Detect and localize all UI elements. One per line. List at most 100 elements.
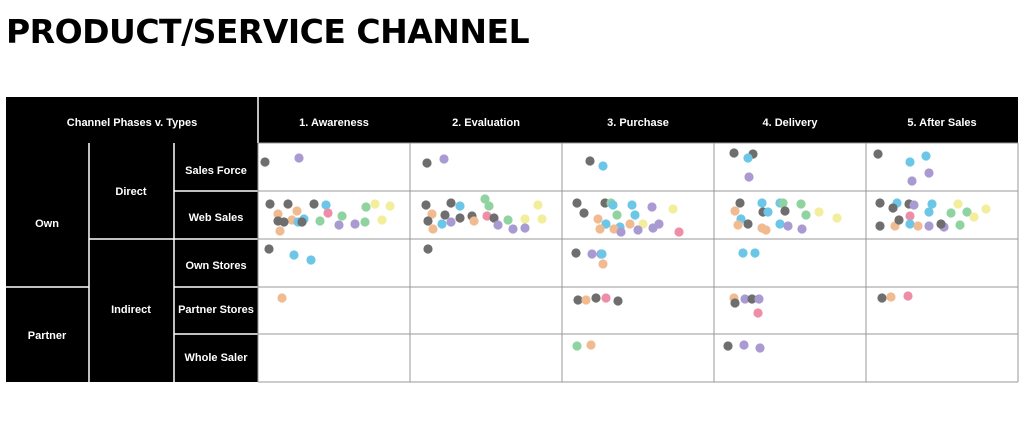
dot-yellow	[385, 201, 395, 211]
dot-purple	[647, 202, 657, 212]
mode-label-direct: Direct	[115, 186, 147, 198]
dot-orange	[595, 224, 605, 234]
dot-purple	[907, 176, 917, 186]
dot-gray	[730, 298, 740, 308]
dot-purple	[439, 154, 449, 164]
owner-label-partner: Partner	[28, 330, 67, 342]
dot-yellow	[953, 199, 963, 209]
dot-gray	[423, 244, 433, 254]
dot-green	[572, 341, 582, 351]
dot-blue	[597, 249, 607, 259]
dot-gray	[573, 295, 583, 305]
dot-purple	[520, 223, 530, 233]
dot-green	[503, 215, 513, 225]
dot-purple	[744, 172, 754, 182]
dot-purple	[587, 249, 597, 259]
dot-orange	[428, 224, 438, 234]
dot-purple	[654, 219, 664, 229]
dot-purple	[924, 168, 934, 178]
dot-blue	[927, 199, 937, 209]
dot-blue	[757, 198, 767, 208]
type-block	[174, 143, 258, 382]
dot-pink	[903, 291, 913, 301]
dot-pink	[753, 308, 763, 318]
dot-gray	[591, 293, 601, 303]
dot-green	[315, 216, 325, 226]
dot-blue	[289, 250, 299, 260]
dot-gray	[875, 221, 885, 231]
dot-orange	[609, 224, 619, 234]
dot-blue	[738, 248, 748, 258]
dot-orange	[273, 209, 283, 219]
mode-block-direct	[89, 143, 174, 239]
dot-green	[962, 207, 972, 217]
dot-green	[778, 198, 788, 208]
dot-gray	[747, 294, 757, 304]
dot-yellow	[377, 215, 387, 225]
phase-header-1: 1. Awareness	[299, 117, 369, 129]
dot-orange	[275, 226, 285, 236]
mode-label-indirect: Indirect	[111, 304, 151, 316]
dot-purple	[924, 221, 934, 231]
dot-pink	[905, 211, 915, 221]
dot-yellow	[370, 199, 380, 209]
mode-block-indirect	[89, 239, 174, 382]
dot-blue	[905, 157, 915, 167]
grid-lines	[257, 142, 1019, 383]
dot-purple	[334, 220, 344, 230]
type-label-sales-force: Sales Force	[185, 165, 247, 177]
dot-gray	[422, 158, 432, 168]
type-label-whole-saler: Whole Saler	[185, 352, 249, 364]
dot-green	[480, 194, 490, 204]
dot-orange	[593, 214, 603, 224]
dot-purple	[754, 294, 764, 304]
dot-green	[801, 210, 811, 220]
dot-green	[796, 199, 806, 209]
dot-purple	[783, 221, 793, 231]
dot-blue	[455, 201, 465, 211]
dot-gray	[735, 198, 745, 208]
dot-blue	[627, 200, 637, 210]
dot-gray	[571, 248, 581, 258]
dot-green	[955, 220, 965, 230]
dot-gray	[875, 198, 885, 208]
dot-pink	[601, 293, 611, 303]
dot-gray	[264, 244, 274, 254]
dot-orange	[469, 216, 479, 226]
dot-orange	[730, 206, 740, 216]
dot-gray	[888, 203, 898, 213]
dot-gray	[729, 148, 739, 158]
dot-purple	[633, 225, 643, 235]
dot-orange	[913, 221, 923, 231]
dot-blue	[598, 161, 608, 171]
dot-gray	[265, 199, 275, 209]
dot-orange	[427, 209, 437, 219]
phase-header-4: 4. Delivery	[762, 117, 818, 129]
dot-orange	[581, 295, 591, 305]
dot-gray	[446, 198, 456, 208]
phase-header-2: 2. Evaluation	[452, 117, 520, 129]
dot-gray	[585, 156, 595, 166]
dot-blue	[924, 207, 934, 217]
dot-gray	[421, 200, 431, 210]
dot-orange	[598, 259, 608, 269]
dot-orange	[586, 340, 596, 350]
dot-pink	[482, 211, 492, 221]
dot-purple	[493, 220, 503, 230]
dot-blue	[437, 219, 447, 229]
dot-green	[612, 210, 622, 220]
dot-purple	[755, 343, 765, 353]
dot-yellow	[520, 214, 530, 224]
dot-blue	[306, 255, 316, 265]
dot-gray	[309, 199, 319, 209]
dot-green	[484, 201, 494, 211]
dot-orange	[733, 220, 743, 230]
dot-blue	[321, 200, 331, 210]
dot-yellow	[981, 204, 991, 214]
dot-pink	[323, 208, 333, 218]
phase-header-5: 5. After Sales	[907, 117, 976, 129]
dot-blue	[905, 219, 915, 229]
dot-green	[360, 217, 370, 227]
phase-header-3: 3. Purchase	[607, 117, 669, 129]
